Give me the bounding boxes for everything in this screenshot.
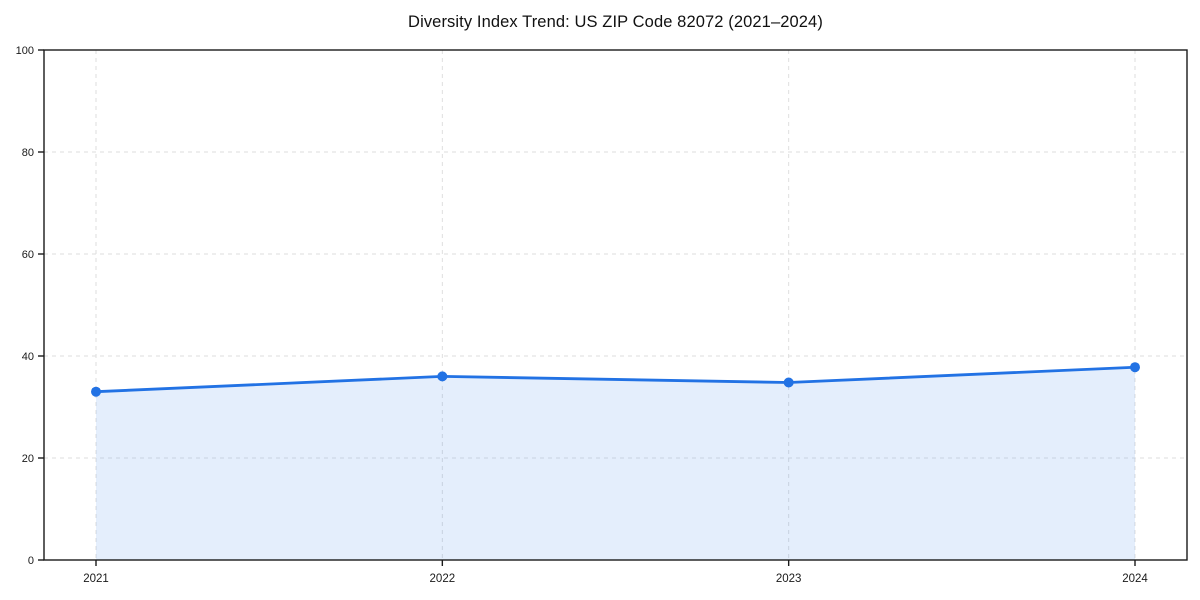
data-point: [783, 377, 794, 388]
data-point: [91, 386, 101, 397]
y-tick-label: 0: [28, 555, 34, 567]
data-point: [437, 371, 448, 382]
y-tick-label: 20: [22, 453, 34, 465]
chart-title: Diversity Index Trend: US ZIP Code 82072…: [408, 13, 823, 31]
y-tick-label: 100: [16, 45, 34, 57]
plot-frame: [43, 49, 1188, 561]
y-tick-label: 80: [22, 147, 34, 159]
data-point: [1130, 362, 1140, 373]
x-tick-label: 2024: [1122, 573, 1148, 585]
x-tick-label: 2021: [83, 573, 109, 585]
area-fill: [96, 367, 1135, 560]
x-tick-label: 2023: [776, 573, 802, 585]
trend-line: [94, 365, 1137, 394]
x-tick-label: 2022: [430, 573, 456, 585]
y-tick-label: 60: [22, 249, 34, 261]
y-tick-label: 40: [22, 351, 34, 363]
